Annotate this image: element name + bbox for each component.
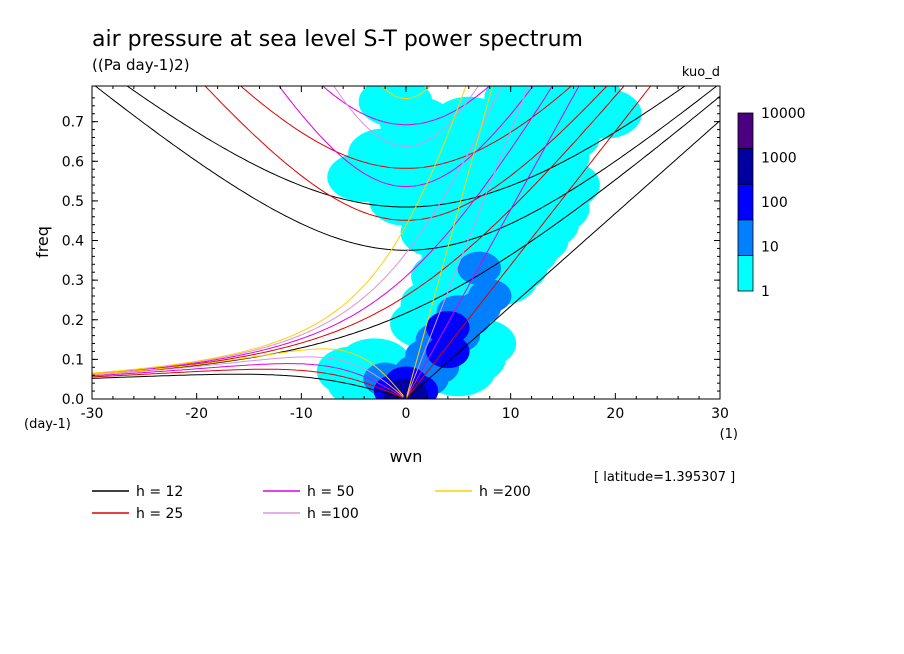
mrg-curve: [92, 86, 553, 375]
inertio-gravity-curve: [204, 86, 608, 221]
rossby-curve: [92, 356, 404, 398]
power-cell: [426, 311, 470, 345]
x-tick-label: -10: [290, 406, 313, 422]
colorbar-label: 10: [761, 240, 779, 256]
inertio-gravity-curve-2: [92, 0, 720, 11]
y-tick-label: 0.7: [62, 115, 84, 131]
rossby-curve: [92, 368, 404, 399]
kelvin-curve: [405, 120, 720, 399]
power-cell: [467, 279, 512, 313]
x-tick-label: 10: [502, 406, 520, 422]
y-tick-label: 0.3: [62, 273, 84, 289]
inertio-gravity-curve: [278, 86, 534, 187]
kelvin-curve: [405, 86, 493, 399]
kelvin-curve: [405, 86, 529, 399]
colorbar: 10000 1000 100 10 1: [737, 106, 806, 300]
x-tick-label: 30: [711, 406, 729, 422]
power-cell: [358, 86, 433, 127]
y-axis-label: freq: [33, 226, 52, 258]
latitude-annotation: [ latitude=1.395307 ]: [594, 470, 735, 485]
x-tick-label: 0: [402, 406, 411, 422]
legend-label: h =100: [307, 506, 359, 522]
legend-label: h = 12: [136, 484, 183, 500]
y-tick-label: 0.5: [62, 194, 84, 210]
power-cells: [316, 86, 642, 399]
colorbar-swatch: [737, 148, 754, 185]
colorbar-swatch: [737, 219, 754, 256]
chart-title: air pressure at sea level S-T power spec…: [92, 27, 583, 52]
mrg-curve: [92, 95, 720, 376]
inertio-gravity-curve: [333, 86, 479, 147]
rossby-curve: [92, 373, 404, 399]
power-cell: [457, 251, 502, 285]
kelvin-curve: [405, 86, 652, 399]
inertio-gravity-curve: [94, 86, 718, 251]
mrg-curve: [92, 86, 467, 374]
power-cell: [384, 378, 428, 399]
legend: h = 12 h = 25 h = 50 h =100 h =200: [92, 484, 531, 522]
colorbar-swatch: [737, 254, 754, 292]
legend-label: h =200: [479, 484, 531, 500]
chart-label-right: kuo_d: [682, 65, 720, 80]
y-tick-label: 0.1: [62, 352, 84, 368]
mrg-curve: [92, 86, 503, 374]
colorbar-label: 10000: [761, 106, 806, 122]
legend-label: h = 50: [307, 484, 354, 500]
chart-subtitle: ((Pa day-1)2): [92, 56, 190, 74]
rossby-curve: [92, 363, 404, 398]
colorbar-swatch: [737, 183, 754, 221]
inertio-gravity-curve-2: [239, 86, 573, 169]
y-tick-label: 0.6: [62, 154, 84, 170]
rossby-curve: [92, 348, 404, 397]
dispersion-curves: [92, 0, 720, 399]
x-tick-label: 20: [606, 406, 624, 422]
power-cell: [327, 152, 401, 203]
x-tick-label: -30: [81, 406, 104, 422]
colorbar-label: 1: [761, 284, 770, 300]
y-axis-unit: (day-1): [24, 417, 71, 432]
colorbar-swatch: [737, 112, 754, 149]
x-axis-label: wvn: [390, 447, 423, 466]
y-tick-label: 0.0: [62, 392, 84, 408]
power-cell: [568, 88, 642, 139]
legend-label: h = 25: [136, 506, 183, 522]
power-cell: [411, 120, 485, 171]
colorbar-label: 100: [761, 195, 788, 211]
inertio-gravity-curve: [381, 86, 431, 100]
power-cell: [526, 160, 600, 211]
y-tick-label: 0.4: [62, 234, 84, 250]
kelvin-curve: [405, 86, 580, 399]
x-tick-label: -20: [185, 406, 208, 422]
inertio-gravity-curve-2: [321, 86, 491, 126]
x-axis: -30 -20 -10 0 10 20 30: [81, 86, 729, 422]
mrg-curve: [92, 86, 625, 375]
x-axis-unit: (1): [720, 427, 738, 442]
y-tick-label: 0.2: [62, 313, 84, 329]
colorbar-label: 1000: [761, 151, 797, 167]
y-axis: 0.0 0.1 0.2 0.3 0.4 0.5 0.6 0.7: [62, 97, 720, 408]
